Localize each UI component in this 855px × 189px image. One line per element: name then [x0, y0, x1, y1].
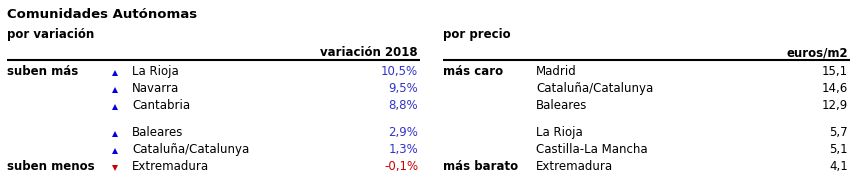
Text: 5,7: 5,7	[829, 126, 848, 139]
Text: La Rioja: La Rioja	[132, 65, 179, 78]
Text: Comunidades Autónomas: Comunidades Autónomas	[7, 8, 198, 21]
Text: 5,1: 5,1	[829, 143, 848, 156]
Text: Extremadura: Extremadura	[132, 160, 209, 173]
Text: Cataluña/Catalunya: Cataluña/Catalunya	[536, 82, 653, 95]
Text: euros/m2: euros/m2	[787, 46, 848, 59]
Text: 1,3%: 1,3%	[388, 143, 418, 156]
Text: suben más: suben más	[7, 65, 79, 78]
Text: 12,9: 12,9	[822, 99, 848, 112]
Text: 8,8%: 8,8%	[388, 99, 418, 112]
Text: más caro: más caro	[443, 65, 503, 78]
Text: Madrid: Madrid	[536, 65, 577, 78]
Text: La Rioja: La Rioja	[536, 126, 583, 139]
Text: variación 2018: variación 2018	[321, 46, 418, 59]
Text: por variación: por variación	[7, 28, 94, 41]
Text: Navarra: Navarra	[132, 82, 180, 95]
Text: Castilla-La Mancha: Castilla-La Mancha	[536, 143, 647, 156]
Text: 15,1: 15,1	[822, 65, 848, 78]
Text: Baleares: Baleares	[132, 126, 183, 139]
Text: 2,9%: 2,9%	[388, 126, 418, 139]
Text: Cantabria: Cantabria	[132, 99, 190, 112]
Text: Extremadura: Extremadura	[536, 160, 613, 173]
Text: -0,1%: -0,1%	[384, 160, 418, 173]
Text: Baleares: Baleares	[536, 99, 587, 112]
Text: 9,5%: 9,5%	[388, 82, 418, 95]
Text: 10,5%: 10,5%	[380, 65, 418, 78]
Text: suben menos: suben menos	[7, 160, 95, 173]
Text: por precio: por precio	[443, 28, 510, 41]
Text: Cataluña/Catalunya: Cataluña/Catalunya	[132, 143, 250, 156]
Text: más barato: más barato	[443, 160, 518, 173]
Text: 14,6: 14,6	[822, 82, 848, 95]
Text: 4,1: 4,1	[829, 160, 848, 173]
